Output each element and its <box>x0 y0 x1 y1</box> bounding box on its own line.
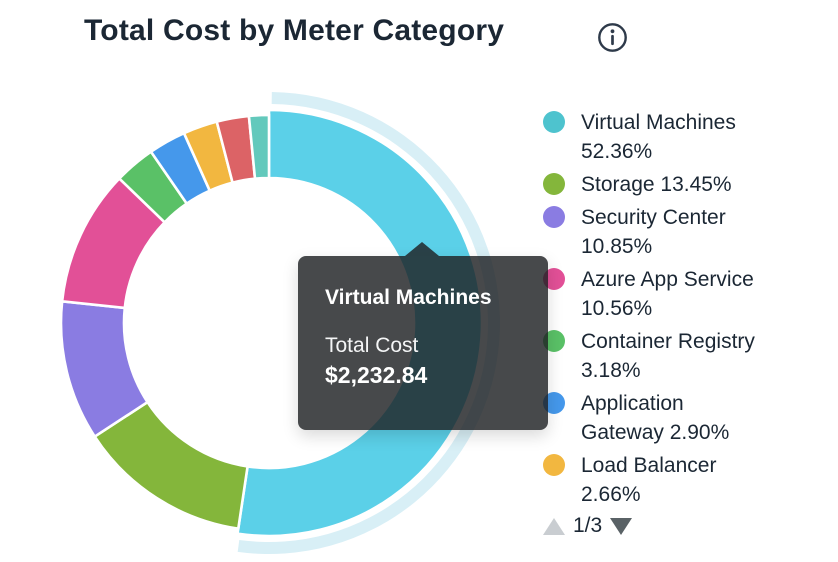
tooltip-title: Virtual Machines <box>325 286 492 309</box>
legend-label: Application Gateway 2.90% <box>581 392 730 444</box>
legend-item-security-center[interactable]: Security Center 10.85% <box>543 203 793 261</box>
legend-dot <box>543 330 565 352</box>
legend-dot <box>543 206 565 228</box>
tooltip-value: $2,232.84 <box>325 362 428 388</box>
legend-dot <box>543 111 565 133</box>
legend-label: Container Registry 3.18% <box>581 330 755 382</box>
legend-label: Azure App Service 10.56% <box>581 268 754 320</box>
info-icon[interactable] <box>597 22 628 53</box>
legend-item-application-gateway[interactable]: Application Gateway 2.90% <box>543 389 793 447</box>
legend-dot <box>543 268 565 290</box>
page-indicator: 1/3 <box>573 514 603 537</box>
page-up-button[interactable] <box>543 517 565 535</box>
legend-item-virtual-machines[interactable]: Virtual Machines 52.36% <box>543 108 793 166</box>
legend-label: Security Center 10.85% <box>581 206 726 258</box>
legend-pagination: 1/3 <box>543 514 633 538</box>
legend-dot <box>543 392 565 414</box>
tooltip-arrow <box>405 242 439 256</box>
legend-dot <box>543 454 565 476</box>
legend-item-storage[interactable]: Storage 13.45% <box>543 170 793 199</box>
chart-legend: Virtual Machines 52.36% Storage 13.45% Secu… <box>543 108 793 506</box>
legend-item-azure-app-service[interactable]: Azure App Service 10.56% <box>543 265 793 323</box>
chart-tooltip: Virtual Machines Total Cost $2,232.84 <box>298 242 548 430</box>
donut-segment[interactable] <box>247 113 271 181</box>
legend-item-load-balancer[interactable]: Load Balancer 2.66% <box>543 451 793 506</box>
page-down-button[interactable] <box>610 517 633 535</box>
legend-item-container-registry[interactable]: Container Registry 3.18% <box>543 327 793 385</box>
tooltip-label: Total Cost <box>325 334 419 357</box>
legend-label: Virtual Machines 52.36% <box>581 111 736 163</box>
page-title: Total Cost by Meter Category <box>84 14 505 47</box>
legend-dot <box>543 173 565 195</box>
legend-label: Load Balancer 2.66% <box>581 454 717 506</box>
legend-label: Storage 13.45% <box>581 173 732 196</box>
